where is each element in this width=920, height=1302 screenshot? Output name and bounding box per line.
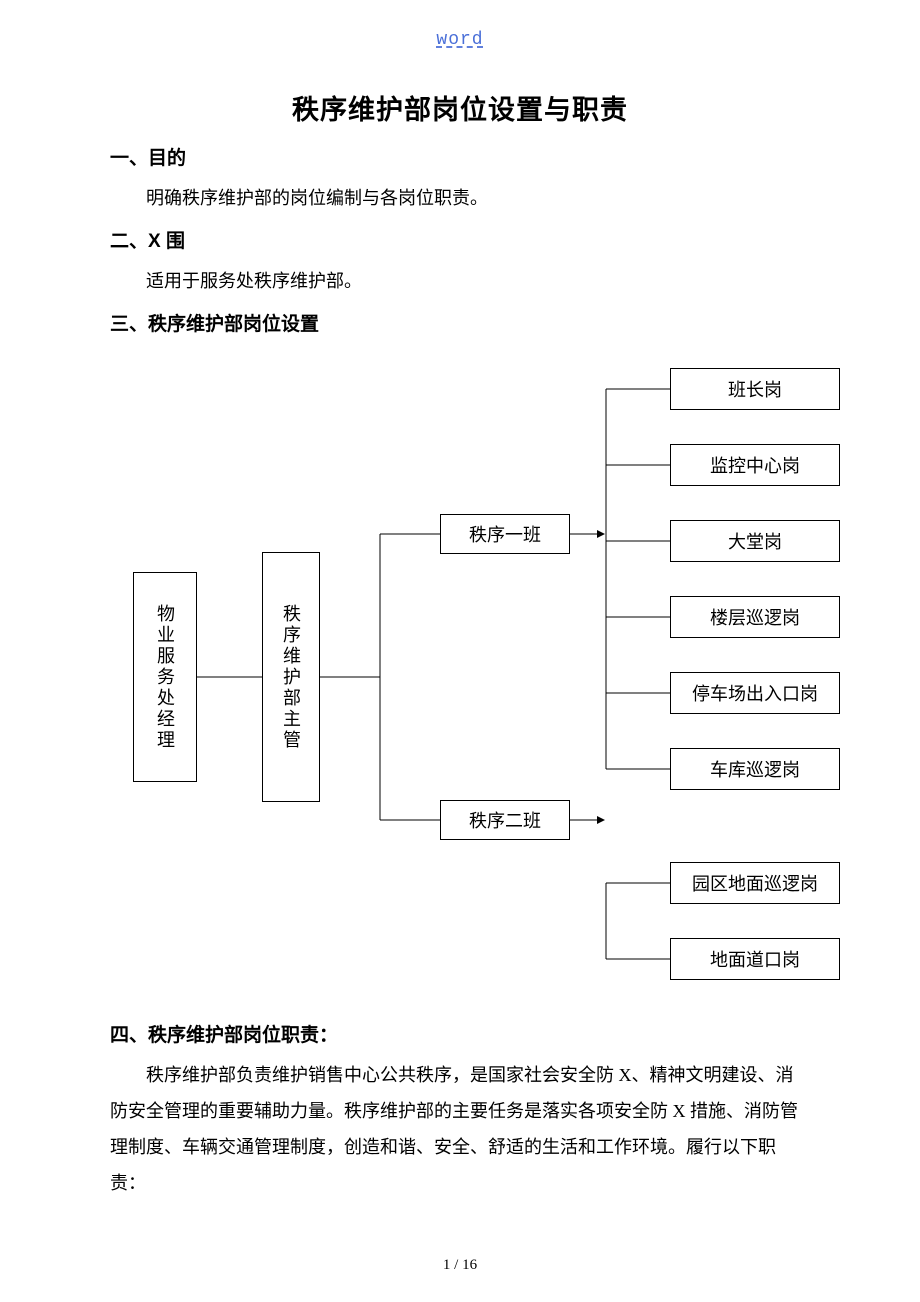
page-number: 1 / 16	[0, 1257, 920, 1274]
org-node-post-5: 车库巡逻岗	[670, 748, 840, 790]
org-node-supervisor: 秩序维护部主管	[262, 552, 320, 802]
org-node-post-6: 园区地面巡逻岗	[670, 862, 840, 904]
header-link[interactable]: word	[110, 30, 810, 50]
org-node-post-3: 楼层巡逻岗	[670, 596, 840, 638]
org-node-post-4: 停车场出入口岗	[670, 672, 840, 714]
org-node-post-7: 地面道口岗	[670, 938, 840, 980]
org-node-post-1: 监控中心岗	[670, 444, 840, 486]
org-node-post-2: 大堂岗	[670, 520, 840, 562]
section-2-heading: 二、X 围	[110, 226, 810, 253]
org-node-post-0: 班长岗	[670, 368, 840, 410]
org-chart: 物业服务处经理 秩序维护部主管 秩序一班秩序二班 班长岗监控中心岗大堂岗楼层巡逻岗停车…	[100, 362, 840, 1002]
org-node-team-1: 秩序二班	[440, 800, 570, 840]
section-1-body: 明确秩序维护部的岗位编制与各岗位职责。	[110, 180, 810, 216]
section-2-body: 适用于服务处秩序维护部。	[110, 263, 810, 299]
org-node-team-0: 秩序一班	[440, 514, 570, 554]
org-node-manager: 物业服务处经理	[133, 572, 197, 782]
section-4-heading: 四、秩序维护部岗位职责：	[110, 1020, 810, 1047]
section-3-heading: 三、秩序维护部岗位设置	[110, 309, 810, 336]
section-1-heading: 一、目的	[110, 143, 810, 170]
page-title: 秩序维护部岗位设置与职责	[110, 88, 810, 127]
section-4-body: 秩序维护部负责维护销售中心公共秩序，是国家社会安全防 X、精神文明建设、消防安全…	[110, 1057, 810, 1201]
